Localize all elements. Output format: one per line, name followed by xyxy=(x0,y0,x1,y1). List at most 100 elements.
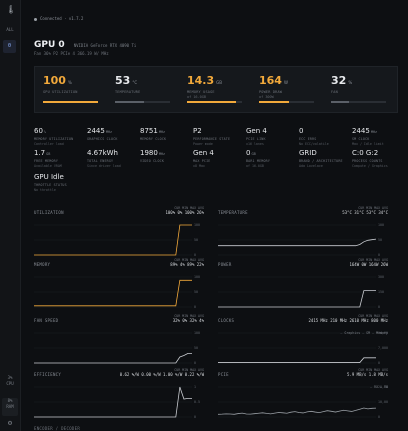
kpi-progress-fill xyxy=(43,101,98,103)
stat-item: 8751MHz MEMORY CLOCK xyxy=(140,127,195,142)
series-line xyxy=(34,386,192,418)
sidebar-ram-widget[interactable]: 8% RAM xyxy=(2,398,18,416)
stat-value: C:0 G:2 xyxy=(352,149,379,157)
stat-label: BRAND / ARCHITECTURE xyxy=(299,159,343,163)
chart-fan-speed: FAN SPEED CUR MIN MAX AVG 32% 0% 32% 4% 100… xyxy=(34,314,204,368)
stat-value: Gen 4 xyxy=(193,149,214,157)
stat-value: 0 xyxy=(299,127,304,135)
chart-stat-values: 89% 4% 89% 22% xyxy=(170,262,204,267)
kpi-progress-bar xyxy=(187,101,242,103)
stat-item: C:0 G:2 PROCESS COUNTS Compute / Graphics xyxy=(352,149,407,168)
stat-value: 0 xyxy=(246,149,251,157)
y-tick-label: 1 xyxy=(194,385,196,389)
chart-stats: CUR MIN MAX AVG 89% 4% 89% 22% xyxy=(170,258,204,267)
stat-sub: x8 Max xyxy=(193,164,205,168)
stat-unit: GB xyxy=(251,152,256,156)
stat-sub: Since driver load xyxy=(87,164,121,168)
y-tick-label: 7,000 xyxy=(378,346,388,350)
y-tick-label: 14,000 xyxy=(378,331,388,335)
stat-value: 4.67kWh xyxy=(87,149,118,157)
gpu-header: GPU 0 NVIDIA GeForce RTX 4090 Ti xyxy=(34,40,136,50)
y-tick-label: 0 xyxy=(194,305,196,309)
kpi-value: 100% xyxy=(43,74,72,87)
stat-sub: No ECC/volatile xyxy=(299,142,329,146)
stat-label: MEMORY CLOCK xyxy=(140,137,167,141)
chart-stat-values: 0.62 %/W 0.00 %/W 1.00 %/W 0.22 %/W xyxy=(119,372,204,377)
stat-item: 1980MHz VIDEO CLOCK xyxy=(140,149,195,164)
stat-value: 1.7 xyxy=(34,149,46,157)
stat-item: 0 ECC ERRS No ECC/volatile xyxy=(299,127,354,146)
gpu-model: NVIDIA GeForce RTX 4090 Ti xyxy=(73,43,137,48)
sidebar-item-all[interactable]: ALL xyxy=(6,27,14,32)
chart-plot: 100 50 0 xyxy=(218,223,384,257)
chart-stat-values: 5.9 MB/s 1.8 MB/s xyxy=(347,372,388,377)
kpi-unit: % xyxy=(67,80,72,85)
stat-item: 4.67kWh TOTAL ENERGY Since driver load xyxy=(87,149,142,168)
stat-sub: x16 lanes xyxy=(246,142,264,146)
chart-memory: MEMORY CUR MIN MAX AVG 89% 4% 89% 22% 100 50… xyxy=(34,258,204,312)
stat-sub: of 16.0GB xyxy=(246,164,264,168)
stat-value: 2445 xyxy=(87,127,105,135)
stat-item: 1.7GB FREE MEMORY Available VRAM xyxy=(34,149,89,168)
chart-plot: 300 150 0 xyxy=(218,275,384,309)
kpi-temperature: 53 °C TEMPERATURE xyxy=(115,74,175,95)
y-tick-label: 0 xyxy=(194,253,196,257)
stat-value: 1980 xyxy=(140,149,158,157)
sidebar-item-gpu0[interactable]: 0 xyxy=(3,40,16,53)
series-line xyxy=(218,407,377,415)
chart-clocks: CLOCKS CUR MIN MAX AVG 2415 MHz 210 MHz 26… xyxy=(218,314,388,368)
stat-label: BAR1 MEMORY xyxy=(246,159,271,163)
chart-title: UTILIZATION xyxy=(34,210,64,215)
kpi-gpu-utilization: 100% GPU UTILIZATION xyxy=(43,74,103,95)
stat-unit: MHz xyxy=(105,130,113,134)
cpu-label: CPU xyxy=(6,381,14,386)
stat-value: GPU Idle xyxy=(34,173,64,181)
stat-label: VIDEO CLOCK xyxy=(140,159,165,163)
kpi-progress-bar xyxy=(259,101,314,103)
chart-stat-labels: CUR MIN MAX AVG xyxy=(174,314,204,318)
stat-label: MEMORY UTILIZATION xyxy=(34,137,74,141)
chart-legend: — RX — TX xyxy=(370,385,388,389)
chart-temperature: TEMPERATURE CUR MIN MAX AVG 53°C 31°C 53°C… xyxy=(218,206,388,260)
stat-label: SM CLOCK xyxy=(352,137,370,141)
chart-plot: 100 50 0 xyxy=(34,275,200,309)
stat-label: MAX PCIE xyxy=(193,159,211,163)
kpi-unit: % xyxy=(348,80,353,85)
stat-label: TOTAL ENERGY xyxy=(87,159,114,163)
ram-label: RAM xyxy=(6,404,14,409)
chart-plot: 10.50 xyxy=(34,385,200,419)
y-tick-label: 50 xyxy=(194,238,198,242)
y-tick-label: 100 xyxy=(194,331,200,335)
y-tick-label: 0 xyxy=(378,361,380,365)
stat-label: FREE MEMORY xyxy=(34,159,59,163)
page-title: GPU 0 xyxy=(34,40,65,50)
y-tick-label: 50 xyxy=(194,346,198,350)
chart-stats: CUR MIN MAX AVG 100% 0% 100% 26% xyxy=(165,206,204,215)
y-tick-label: 0 xyxy=(194,415,196,419)
series-line xyxy=(34,224,192,256)
stat-item: 2445MHz GRAPHICS CLOCK xyxy=(87,127,142,142)
sidebar-cpu-widget[interactable]: 3% CPU xyxy=(2,375,18,393)
stat-value: Gen 4 xyxy=(246,127,267,135)
stat-unit: MHz xyxy=(158,152,166,156)
stat-sub: Max / Idle limit xyxy=(352,142,384,146)
chart-stat-labels: CUR MIN MAX AVG xyxy=(358,206,388,210)
stat-item: 60% MEMORY UTILIZATION Controller load xyxy=(34,127,89,146)
kpi-sub: of 16.0GB xyxy=(187,95,206,99)
chart-title: MEMORY xyxy=(34,262,51,267)
kpi-progress-fill xyxy=(115,101,145,103)
chart-stats: CUR MIN MAX AVG 5.9 MB/s 1.8 MB/s xyxy=(347,368,388,377)
chart-title: CLOCKS xyxy=(218,318,235,323)
stat-item: Gen 4 MAX PCIE x8 Max xyxy=(193,149,248,168)
kpi-progress-fill xyxy=(187,101,236,103)
stat-sub: Available VRAM xyxy=(34,164,62,168)
kpi-label: POWER DRAW xyxy=(259,90,283,94)
stat-sub: Controller load xyxy=(34,142,64,146)
kpi-progress-fill xyxy=(259,101,290,103)
chart-stats: CUR MIN MAX AVG 32% 0% 32% 4% xyxy=(173,314,204,323)
kpi-fan: 32% FAN xyxy=(331,74,391,95)
y-tick-label: 300 xyxy=(378,275,384,279)
settings-icon[interactable]: ⚙ xyxy=(7,419,13,427)
ram-percent: 8% xyxy=(7,398,13,403)
stat-item: GRID BRAND / ARCHITECTURE Ada Lovelace xyxy=(299,149,354,168)
